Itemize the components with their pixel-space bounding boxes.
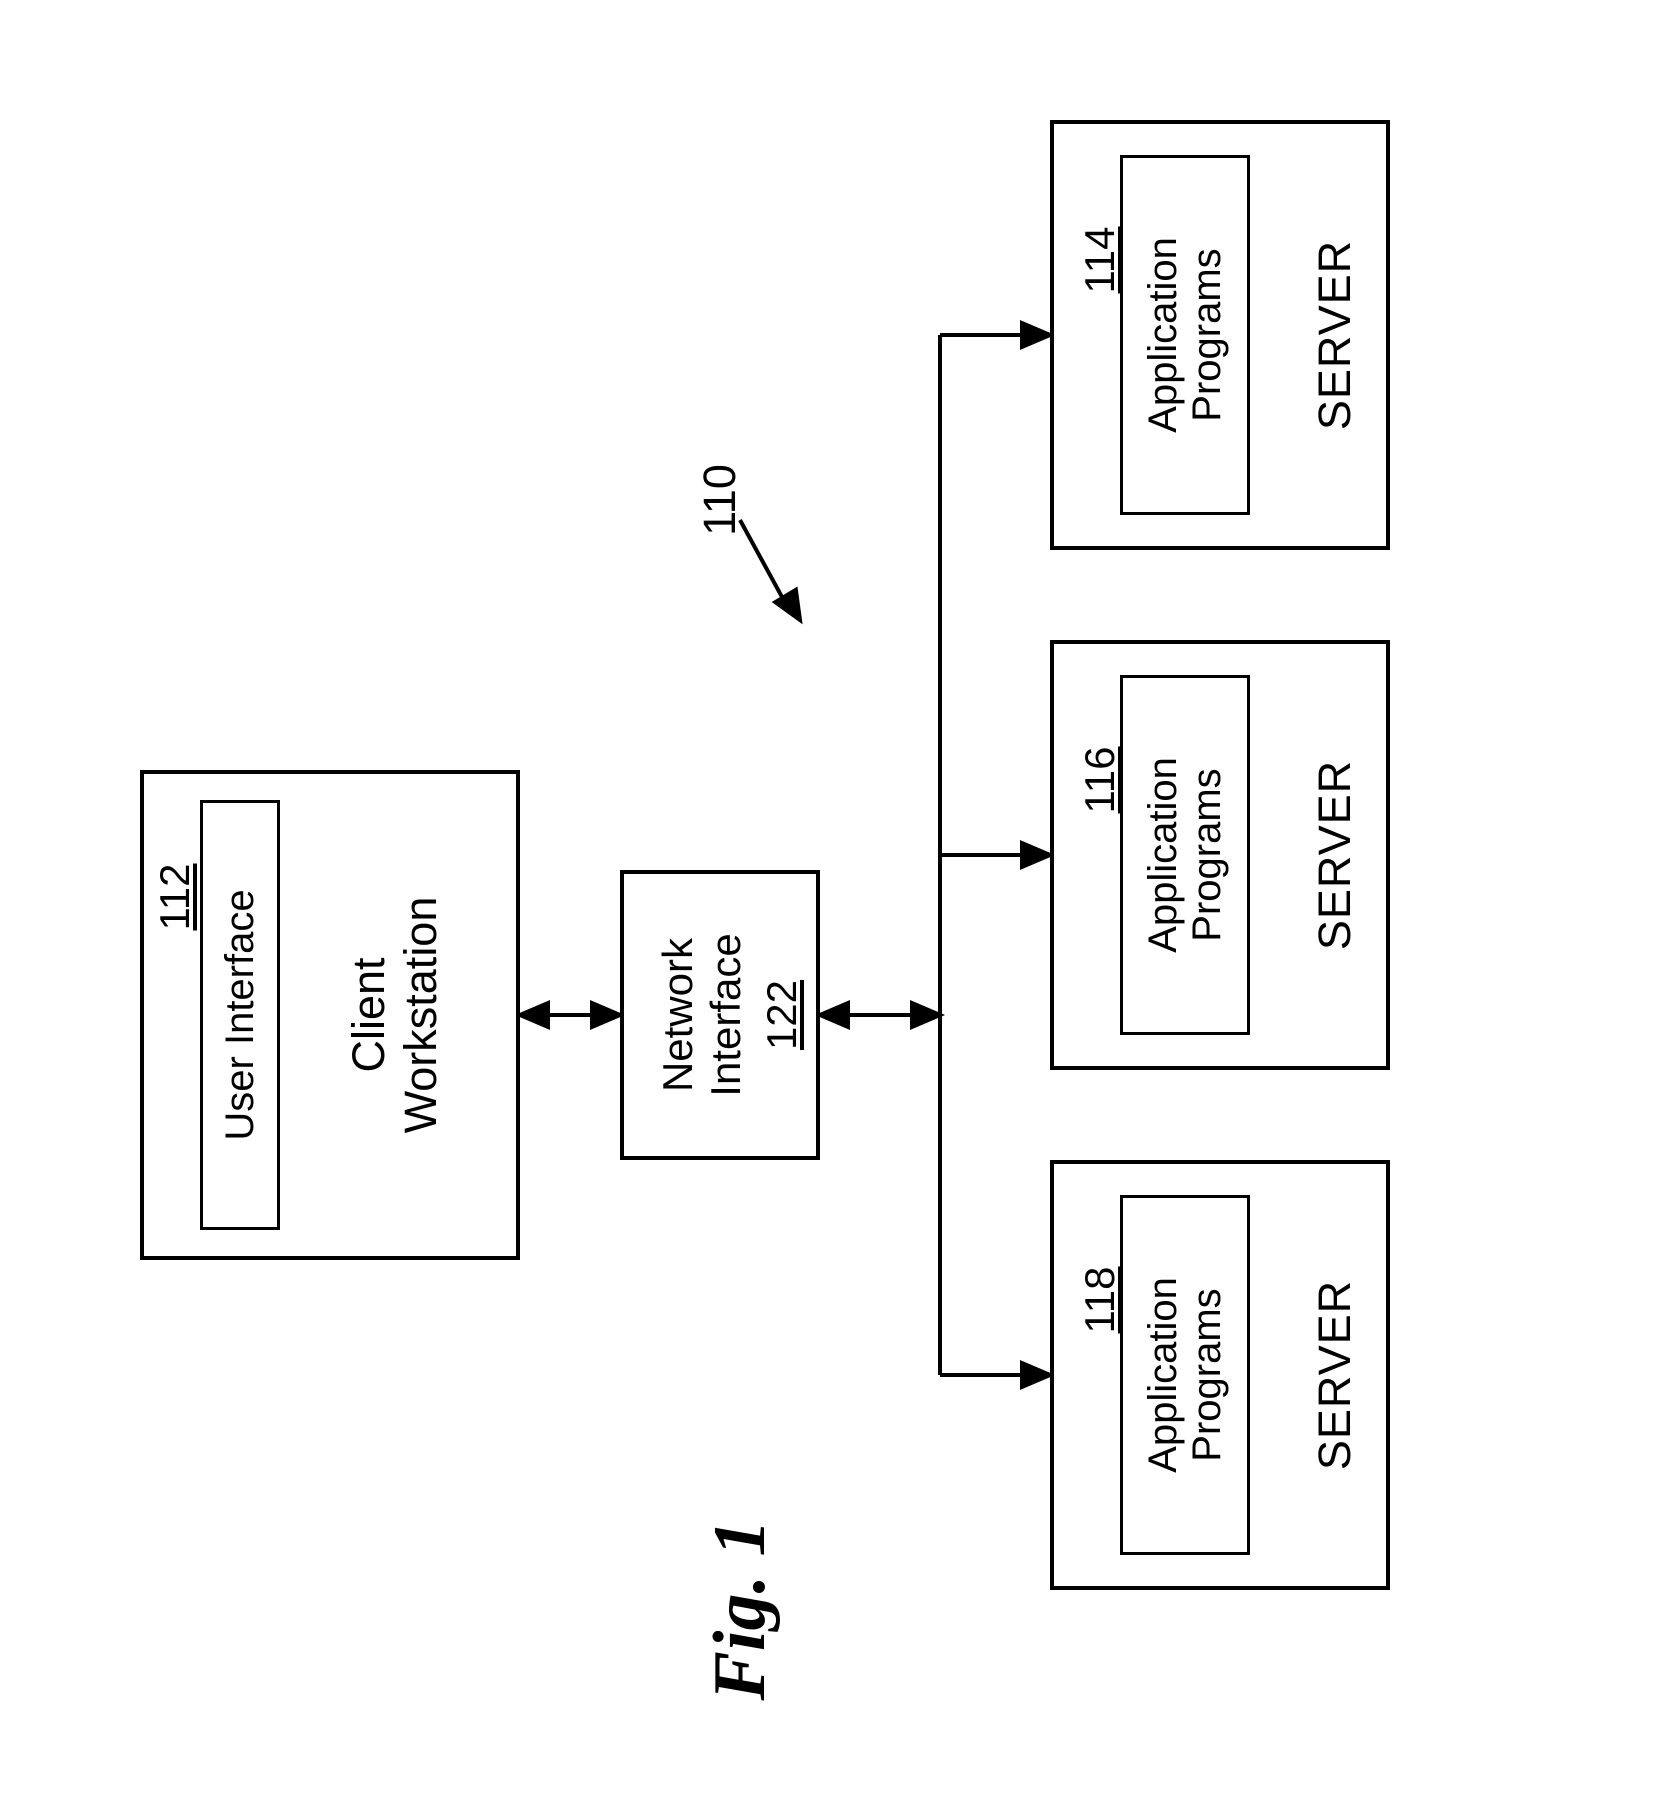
server-inner-label: ApplicationPrograms: [1005, 270, 1365, 400]
server-inner-label: ApplicationPrograms: [1005, 790, 1365, 920]
figure-leader-ref: 110: [660, 470, 780, 530]
client-ref: 112: [120, 872, 230, 922]
server-ref: 116: [1045, 755, 1155, 805]
server-ref: 114: [1045, 235, 1155, 285]
server-inner-label: ApplicationPrograms: [1005, 1310, 1365, 1440]
server-ref: 118: [1045, 1275, 1155, 1325]
figure-label: Fig. 1: [610, 1510, 870, 1710]
network-title: Network Interface 122: [585, 925, 875, 1105]
client-inner-label: User Interface: [25, 975, 455, 1055]
diagram-canvas: 110 Client Workstation User Interface 11…: [0, 0, 1667, 1819]
